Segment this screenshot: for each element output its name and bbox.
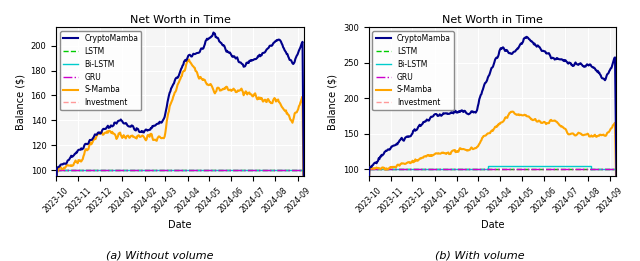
- Text: (a) Without volume: (a) Without volume: [106, 250, 214, 260]
- Y-axis label: Balance ($): Balance ($): [15, 74, 25, 130]
- Legend: CryptoMamba, LSTM, Bi-LSTM, GRU, S-Mamba, Investment: CryptoMamba, LSTM, Bi-LSTM, GRU, S-Mamba…: [372, 31, 454, 110]
- X-axis label: Date: Date: [168, 220, 192, 230]
- Title: Net Worth in Time: Net Worth in Time: [442, 15, 543, 25]
- Title: Net Worth in Time: Net Worth in Time: [130, 15, 230, 25]
- X-axis label: Date: Date: [481, 220, 504, 230]
- Legend: CryptoMamba, LSTM, Bi-LSTM, GRU, S-Mamba, Investment: CryptoMamba, LSTM, Bi-LSTM, GRU, S-Mamba…: [60, 31, 141, 110]
- Y-axis label: Balance ($): Balance ($): [328, 74, 337, 130]
- Text: (b) With volume: (b) With volume: [435, 250, 525, 260]
